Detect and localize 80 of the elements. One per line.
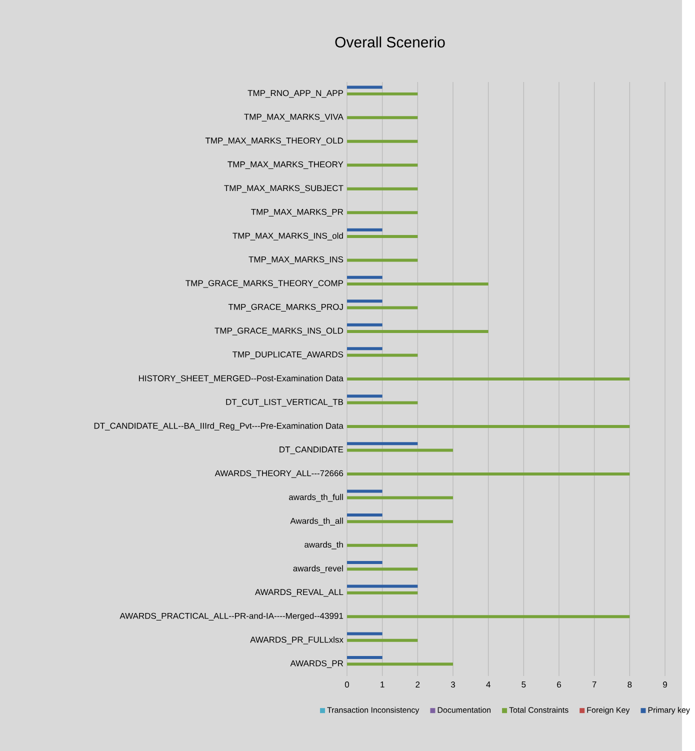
y-tick-label: TMP_MAX_MARKS_SUBJECT [224,185,344,193]
y-tick-label: TMP_MAX_MARKS_INS_old [232,232,343,240]
y-tick-label: TMP_GRACE_MARKS_PROJ [228,304,343,312]
y-tick-label: DT_CANDIDATE [280,446,344,454]
bar [347,211,418,214]
bar [347,662,454,666]
y-tick-label: Awards_th_all [290,518,343,526]
bar [347,258,418,262]
y-tick-label: AWARDS_PR [290,660,344,668]
legend-label: Primary key [648,706,690,714]
y-tick-label: TMP_MAX_MARKS_THEORY_OLD [205,138,344,146]
bar [347,164,418,167]
bar [347,306,418,310]
y-tick-label: awards_revel [293,565,343,574]
bar [347,354,418,357]
y-tick-label: TMP_MAX_MARKS_PR [251,208,344,216]
x-tick-label: 3 [450,682,456,688]
bar [347,513,382,516]
y-tick-label: TMP_MAX_MARKS_VIVA [244,114,344,122]
bar [347,116,418,120]
bar [347,568,418,571]
y-tick-label: HISTORY_SHEET_MERGED--Post-Examination Data [139,375,344,383]
x-tick-label: 2 [416,682,420,688]
bar [347,584,418,588]
bar [347,520,454,524]
bar [347,425,630,428]
bar [347,378,630,380]
y-tick-label: AWARDS_REVAL_ALL [255,589,344,597]
bar [347,615,630,618]
bar [347,140,418,143]
bar [347,591,418,594]
x-tick-label: 7 [592,682,596,688]
y-tick-label: DT_CANDIDATE_ALL--BA_IIIrd_Reg_Pvt---Pre-Examination Data [94,422,344,430]
bar [347,656,382,660]
chart-title: Overall Scenerio [335,36,445,48]
legend-label: Documentation [438,706,491,713]
y-tick-label: TMP_GRACE_MARKS_THEORY_COMP [186,280,344,288]
bar [347,234,418,238]
bar [347,330,488,333]
bar [347,544,418,547]
bar [347,86,382,89]
x-tick-label: 5 [522,682,526,688]
y-tick-label: TMP_DUPLICATE_AWARDS [232,351,344,360]
x-tick-label: 9 [663,682,667,688]
bar [347,442,418,446]
y-tick-label: DT_CUT_LIST_VERTICAL_TB [226,398,344,407]
y-tick-label: TMP_MAX_MARKS_THEORY [228,161,344,169]
bar [347,323,382,326]
bar [347,632,382,636]
y-tick-label: awards_th [304,541,343,550]
bar [347,560,382,564]
x-tick-label: 4 [486,682,490,688]
bar [347,347,382,350]
bar [347,394,382,398]
legend-label: Total Constraints [509,706,568,713]
bar [347,282,488,286]
y-tick-label: AWARDS_THEORY_ALL---72666 [214,470,344,478]
bar [347,496,454,500]
y-tick-label: awards_th_full [289,494,343,502]
bar [347,187,418,190]
x-tick-label: 8 [628,682,632,688]
bar [347,300,382,303]
y-tick-label: AWARDS_PRACTICAL_ALL--PR-and-IA----Merged--43991 [120,612,344,621]
y-tick-label: AWARDS_PR_FULLxlsx [250,636,344,644]
legend-label: Transaction Inconsistency [327,706,420,714]
bar [347,490,382,493]
y-tick-label: TMP_MAX_MARKS_INS [248,256,344,264]
legend-label: Foreign Key [587,706,630,714]
y-tick-label: TMP_RNO_APP_N_APP [248,90,344,98]
bar [347,276,382,279]
bar [347,92,418,96]
bar [347,472,630,476]
x-tick-label: 1 [380,682,384,688]
bar [347,228,382,232]
y-tick-label: TMP_GRACE_MARKS_INS_OLD [214,328,344,336]
x-tick-label: 0 [344,682,350,688]
bar [347,638,418,642]
x-tick-label: 6 [557,682,562,688]
bar [347,448,454,452]
bar [347,401,418,404]
